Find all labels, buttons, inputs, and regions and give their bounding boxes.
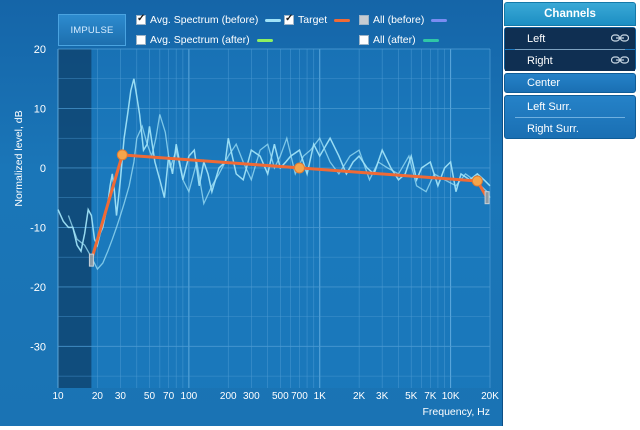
x-tick-label: 2K xyxy=(353,391,366,402)
channel-item-left[interactable]: Left xyxy=(505,28,635,49)
legend-avg-after-label: Avg. Spectrum (after) xyxy=(150,34,250,46)
legend-avg-before-label: Avg. Spectrum (before) xyxy=(150,14,259,26)
y-axis-label: Normalized level, dB xyxy=(13,110,25,206)
y-tick-label: -30 xyxy=(30,341,46,353)
y-tick-label: -10 xyxy=(30,222,46,234)
checkbox-avg-before[interactable] xyxy=(136,13,146,25)
legend-target-label: Target xyxy=(298,14,328,26)
legend-target[interactable]: Target xyxy=(284,12,351,28)
legend-avg-before-swatch xyxy=(265,18,282,22)
x-tick-label: 3K xyxy=(376,391,389,402)
legend-all-before-swatch xyxy=(431,18,448,22)
x-tick-label: 700 xyxy=(291,391,308,402)
channel-item-left-surr[interactable]: Left Surr. xyxy=(505,96,635,117)
y-tick-label: 10 xyxy=(34,103,46,115)
channels-header: Channels xyxy=(504,2,636,26)
checkbox-target[interactable] xyxy=(284,13,294,25)
legend-all-after-swatch xyxy=(422,38,439,42)
impulse-button[interactable]: IMPULSE xyxy=(58,14,126,46)
channels-panel: Channels Left Right Center Left S xyxy=(504,0,640,140)
link-icon[interactable] xyxy=(611,56,629,64)
checkbox-avg-after[interactable] xyxy=(136,35,146,45)
channels-title: Channels xyxy=(544,8,596,20)
channel-item-right[interactable]: Right xyxy=(505,50,635,71)
low-frequency-band xyxy=(58,49,92,388)
y-tick-label: 0 xyxy=(40,163,46,175)
legend-all-before-label: All (before) xyxy=(373,14,425,26)
channel-group-center: Center xyxy=(504,73,636,93)
y-tick-label: -20 xyxy=(30,282,46,294)
frequency-response-panel: 20 10 0 -10 -20 -30 10 20 30 50 70 100 200 300 500 700 1… xyxy=(0,0,503,426)
target-handle xyxy=(484,191,490,205)
x-tick-label: 200 xyxy=(220,391,237,402)
channel-item-left-label: Left xyxy=(527,32,546,45)
channel-group-surround: Left Surr. Right Surr. xyxy=(504,95,636,139)
x-tick-label: 20K xyxy=(481,391,499,402)
impulse-button-label: IMPULSE xyxy=(70,24,114,36)
target-handle xyxy=(88,253,94,267)
legend: Avg. Spectrum (before) Target All (befor… xyxy=(0,8,502,48)
target-point xyxy=(293,162,305,174)
x-tick-label: 30 xyxy=(115,391,127,402)
legend-all-after[interactable]: All (after) xyxy=(359,32,439,48)
channel-separator xyxy=(515,117,625,118)
x-tick-label: 70 xyxy=(163,391,175,402)
x-tick-label: 1K xyxy=(314,391,327,402)
checkbox-all-after[interactable] xyxy=(359,35,369,45)
legend-all-before[interactable]: All (before) xyxy=(359,12,448,28)
legend-avg-after[interactable]: Avg. Spectrum (after) xyxy=(136,32,273,48)
channel-item-center-label: Center xyxy=(527,77,561,89)
legend-avg-before[interactable]: Avg. Spectrum (before) xyxy=(136,12,282,28)
x-tick-label: 5K xyxy=(405,391,418,402)
x-tick-label: 7K xyxy=(424,391,437,402)
legend-avg-after-swatch xyxy=(256,38,273,42)
y-tick-label: 20 xyxy=(34,44,46,56)
x-tick-label: 300 xyxy=(243,391,260,402)
channel-item-left-surr-label: Left Surr. xyxy=(527,100,572,113)
target-point xyxy=(471,175,483,187)
x-tick-label: 100 xyxy=(181,391,198,402)
x-tick-label: 500 xyxy=(272,391,289,402)
channel-item-right-label: Right xyxy=(527,54,553,67)
x-tick-label: 50 xyxy=(144,391,156,402)
x-tick-label: 20 xyxy=(92,391,104,402)
channel-item-center[interactable]: Center xyxy=(505,73,635,93)
channel-item-right-surr-label: Right Surr. xyxy=(527,122,579,135)
legend-target-swatch xyxy=(334,18,351,22)
plot-area xyxy=(58,49,490,388)
channel-group-front: Left Right xyxy=(504,27,636,71)
link-icon[interactable] xyxy=(611,34,629,42)
checkbox-all-before[interactable] xyxy=(359,15,369,25)
legend-all-after-label: All (after) xyxy=(373,34,416,46)
channel-separator xyxy=(515,49,625,50)
x-tick-label: 10 xyxy=(52,391,64,402)
channel-item-right-surr[interactable]: Right Surr. xyxy=(505,118,635,139)
x-tick-label: 10K xyxy=(442,391,460,402)
target-point xyxy=(116,149,128,161)
x-axis-label: Frequency, Hz xyxy=(423,406,491,418)
